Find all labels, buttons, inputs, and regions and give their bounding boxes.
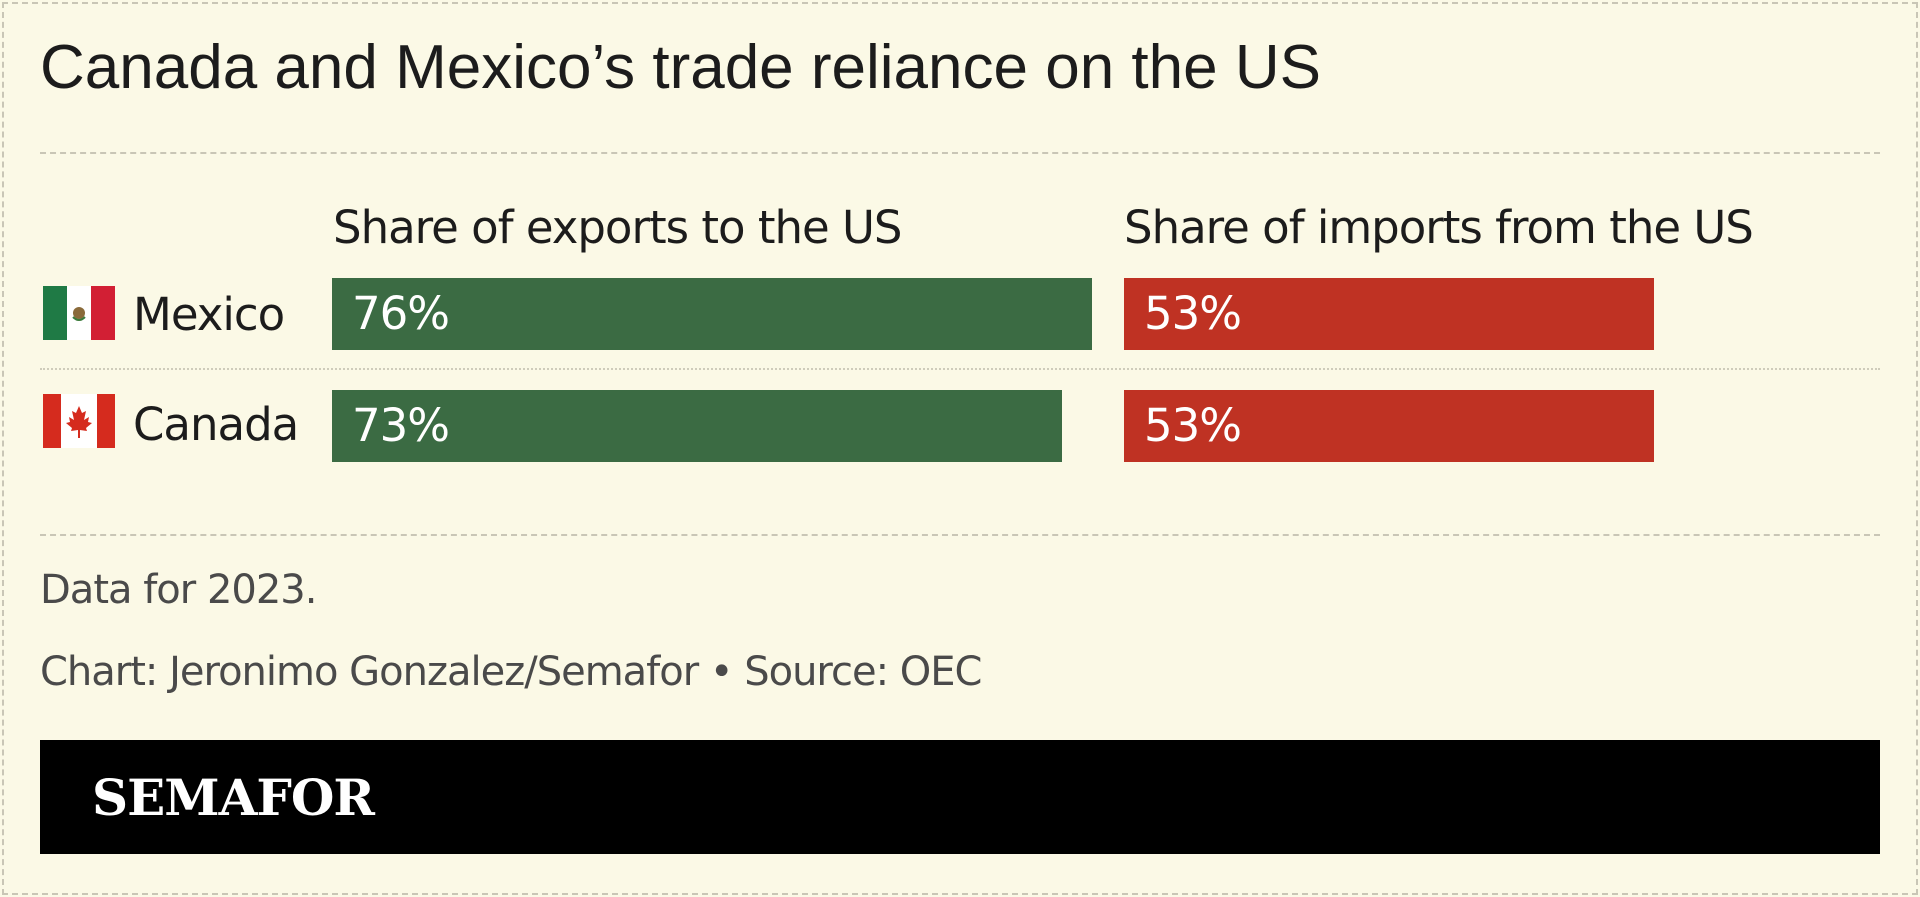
bar-label-exports-mexico: 76%: [352, 287, 450, 340]
mexico-flag-icon: [43, 286, 115, 340]
bar-exports-canada: [332, 390, 1062, 462]
credit-note: Chart: Jeronimo Gonzalez/Semafor • Sourc…: [40, 649, 982, 695]
bar-label-exports-canada: 73%: [352, 399, 450, 452]
bar-exports-mexico: [332, 278, 1092, 350]
imports-header: Share of imports from the US: [1124, 201, 1754, 254]
canada-flag-icon: [43, 394, 115, 448]
row-divider: [40, 368, 1880, 370]
data-year-note: Data for 2023.: [40, 567, 317, 613]
top-divider: [40, 152, 1880, 154]
semafor-logo: SEMAFOR: [92, 768, 375, 827]
country-label-canada: Canada: [133, 398, 299, 451]
bottom-divider: [40, 534, 1880, 536]
chart-title: Canada and Mexico’s trade reliance on th…: [40, 33, 1321, 102]
bar-imports-canada: [1124, 390, 1654, 462]
footer-bar: SEMAFOR: [40, 740, 1880, 854]
bar-label-imports-canada: 53%: [1144, 399, 1242, 452]
exports-header: Share of exports to the US: [333, 201, 902, 254]
bar-imports-mexico: [1124, 278, 1654, 350]
bar-label-imports-mexico: 53%: [1144, 287, 1242, 340]
country-label-mexico: Mexico: [133, 288, 285, 341]
